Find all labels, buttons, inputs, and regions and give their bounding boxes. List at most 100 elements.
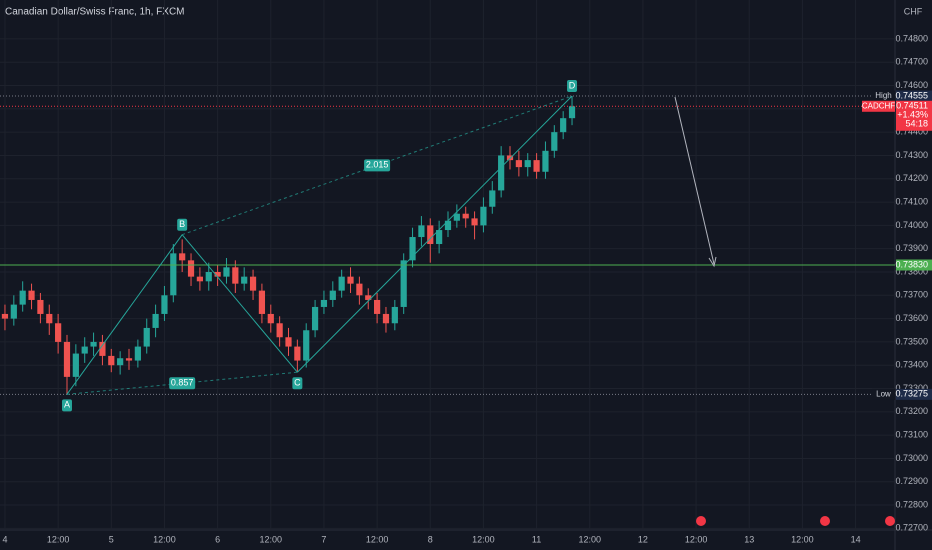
- candle-body: [294, 346, 301, 361]
- candle-body: [347, 276, 354, 284]
- candle-body: [205, 271, 212, 282]
- point-label-box: [61, 399, 72, 412]
- pattern-leg: [297, 95, 573, 373]
- y-tick-label: 0.73300: [895, 383, 928, 393]
- point-label: B: [179, 219, 185, 229]
- event-icon[interactable]: [696, 516, 706, 526]
- candle-body: [1, 313, 9, 319]
- price-name: Low: [876, 389, 891, 398]
- y-tick-label: 0.74100: [895, 196, 928, 206]
- candle-body: [249, 276, 257, 291]
- candle-body: [515, 160, 522, 168]
- candle-body: [365, 295, 372, 300]
- price-name-box: [862, 100, 895, 112]
- price-label-box: [896, 90, 932, 102]
- y-tick-label: 0.73600: [895, 313, 928, 323]
- y-tick-label: 0.72700: [895, 523, 928, 533]
- candle-body: [72, 353, 79, 377]
- x-tick-label: 8: [428, 534, 433, 544]
- event-icons: [696, 516, 895, 526]
- candle-body: [196, 276, 203, 282]
- candle-body: [311, 306, 319, 331]
- price-label-box: [896, 388, 932, 400]
- pattern-leg: [181, 234, 298, 373]
- price-label: 0.73275: [895, 389, 928, 399]
- candle-body: [108, 355, 115, 366]
- pattern-leg: [66, 234, 183, 395]
- candle-body: [356, 283, 363, 296]
- candle-body: [533, 160, 540, 172]
- x-tick-label: 12:00: [153, 534, 176, 544]
- candle-body: [524, 160, 531, 168]
- x-tick-label: 12:00: [685, 534, 708, 544]
- candle-body: [267, 313, 274, 324]
- candle-body: [63, 341, 71, 377]
- candle-body: [28, 290, 35, 300]
- candle-body: [258, 290, 266, 314]
- candle-body: [560, 118, 567, 133]
- y-tick-label: 0.74200: [895, 173, 928, 183]
- candle-body: [170, 253, 177, 296]
- grid: [0, 0, 895, 530]
- x-tick-label: 12: [638, 534, 648, 544]
- candle-body: [276, 323, 283, 338]
- candle-body: [444, 220, 452, 231]
- candle-body: [143, 327, 150, 347]
- candle-body: [382, 313, 390, 324]
- y-tick-label: 0.73000: [895, 453, 928, 463]
- y-tick-label: 0.74300: [895, 150, 928, 160]
- candle-body: [232, 267, 239, 284]
- x-tick-label: 12:00: [472, 534, 495, 544]
- ratio-box: [364, 159, 391, 172]
- x-tick-label: 12:00: [791, 534, 814, 544]
- x-tick-label: 12:00: [47, 534, 70, 544]
- y-tick-label: 0.73800: [895, 266, 928, 276]
- plot: 0.857 2.015 A B C D: [0, 80, 895, 412]
- candle-body: [568, 106, 576, 119]
- point-label: C: [294, 378, 301, 388]
- x-tick-label: 13: [744, 534, 754, 544]
- y-tick-label: 0.73900: [895, 243, 928, 253]
- candle-body: [542, 150, 549, 172]
- candle-body: [152, 313, 159, 328]
- candle-body: [187, 260, 195, 277]
- candle-body: [480, 206, 487, 226]
- candle-body: [134, 346, 141, 361]
- point-label-box: [177, 218, 188, 231]
- x-tick-label: 11: [532, 534, 541, 544]
- candle-body: [161, 295, 168, 314]
- y-tick-label: 0.72800: [895, 499, 928, 509]
- ratio-label: 2.015: [366, 160, 389, 170]
- candle-body: [338, 276, 345, 291]
- x-tick-label: 14: [851, 534, 861, 544]
- ratio-box: [169, 377, 196, 390]
- candle-body: [436, 230, 443, 245]
- event-icon[interactable]: [820, 516, 830, 526]
- chart-title: Canadian Dollar/Swiss Franc, 1h, FXCM: [5, 7, 185, 18]
- x-tick-label: 12:00: [578, 534, 601, 544]
- y-tick-label: 0.73400: [895, 360, 928, 370]
- candle-body: [400, 260, 407, 307]
- arrow-head: [708, 256, 717, 268]
- candle-body: [418, 225, 425, 238]
- y-tick-label: 0.74800: [895, 33, 928, 43]
- point-label: D: [569, 80, 576, 90]
- candle-body: [453, 213, 460, 221]
- price-change: +1.43%: [897, 110, 928, 120]
- candle-body: [285, 337, 292, 347]
- countdown: 54:18: [905, 119, 928, 129]
- y-tick-label: 0.74700: [895, 57, 928, 67]
- price-name-box: [872, 388, 895, 400]
- candle-body: [37, 299, 44, 314]
- candle-body: [329, 290, 336, 300]
- y-tick-label: 0.73500: [895, 336, 928, 346]
- candle-body: [55, 323, 62, 342]
- price-label-box: [896, 259, 932, 271]
- candle-body: [427, 225, 434, 245]
- candle-body: [81, 346, 88, 354]
- candle-body: [46, 313, 53, 324]
- event-icon[interactable]: [885, 516, 895, 526]
- price-name-box: [872, 90, 895, 102]
